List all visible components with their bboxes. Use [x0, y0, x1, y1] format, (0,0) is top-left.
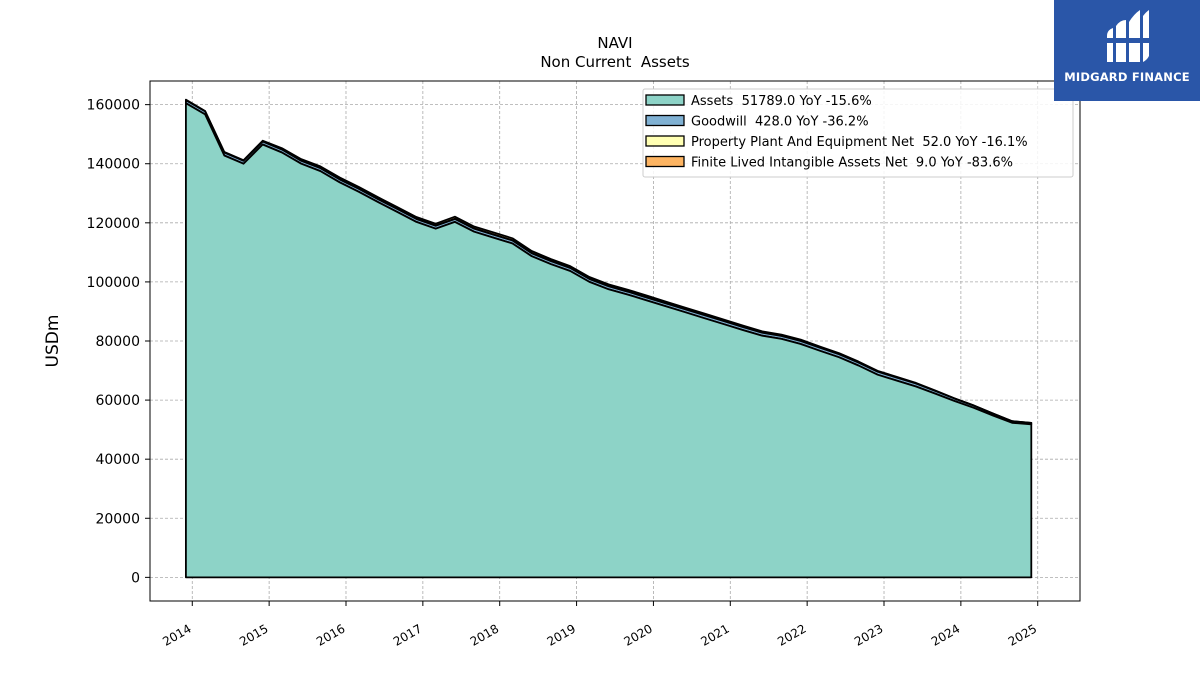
- legend-frame: [642, 88, 1074, 178]
- legend: Assets 51789.0 YoY -15.6% Goodwill 428.0 …: [642, 88, 1074, 178]
- x-tick-label: 2021: [698, 621, 731, 648]
- midgard-logo-icon: [1104, 10, 1152, 62]
- y-tick-label: 140000: [87, 157, 140, 173]
- x-tick-label: 2017: [391, 621, 424, 648]
- y-ticks: 0 20000 40000 60000 80000 100000 120000 140000 1…: [87, 98, 150, 586]
- y-tick-label: 0: [131, 570, 140, 586]
- legend-label: Finite Lived Intangible Assets Net 9.0 Y…: [691, 156, 1013, 171]
- x-tick-label: 2025: [1006, 621, 1039, 648]
- x-tick-label: 2024: [929, 621, 962, 648]
- series-areas: [185, 98, 1033, 579]
- x-ticks: 2014 2015 2016 2017 2018 2019 2020 2021 2022 2023…: [160, 601, 1039, 649]
- legend-swatch: [645, 94, 685, 106]
- legend-swatch: [645, 155, 685, 168]
- x-tick-label: 2019: [545, 621, 578, 648]
- y-tick-label: 160000: [87, 98, 140, 114]
- x-tick-label: 2018: [468, 621, 501, 648]
- x-tick-label: 2020: [621, 621, 654, 648]
- y-tick-label: 40000: [95, 452, 140, 468]
- legend-swatch: [645, 114, 685, 127]
- x-tick-label: 2014: [160, 621, 193, 648]
- legend-label: Goodwill 428.0 YoY -36.2%: [691, 115, 869, 130]
- x-tick-label: 2022: [775, 621, 808, 648]
- y-tick-label: 60000: [95, 393, 140, 409]
- legend-label: Property Plant And Equipment Net 52.0 Yo…: [691, 135, 1028, 150]
- y-tick-label: 80000: [95, 334, 140, 350]
- x-tick-label: 2016: [314, 621, 347, 648]
- x-tick-label: 2023: [852, 621, 885, 648]
- y-axis-label: USDm: [43, 315, 63, 368]
- y-tick-label: 20000: [95, 511, 140, 527]
- y-tick-label: 120000: [87, 216, 140, 232]
- chart-subtitle: Non Current Assets: [540, 53, 690, 71]
- midgard-finance-logo: MIDGARD FINANCE: [1054, 0, 1200, 101]
- legend-swatch: [645, 135, 685, 147]
- chart-title: NAVI: [597, 34, 632, 52]
- x-tick-label: 2015: [237, 621, 270, 648]
- legend-label: Assets 51789.0 YoY -15.6%: [691, 94, 872, 109]
- series-area: [185, 102, 1033, 579]
- logo-text: MIDGARD FINANCE: [1064, 70, 1190, 84]
- y-tick-label: 100000: [87, 275, 140, 291]
